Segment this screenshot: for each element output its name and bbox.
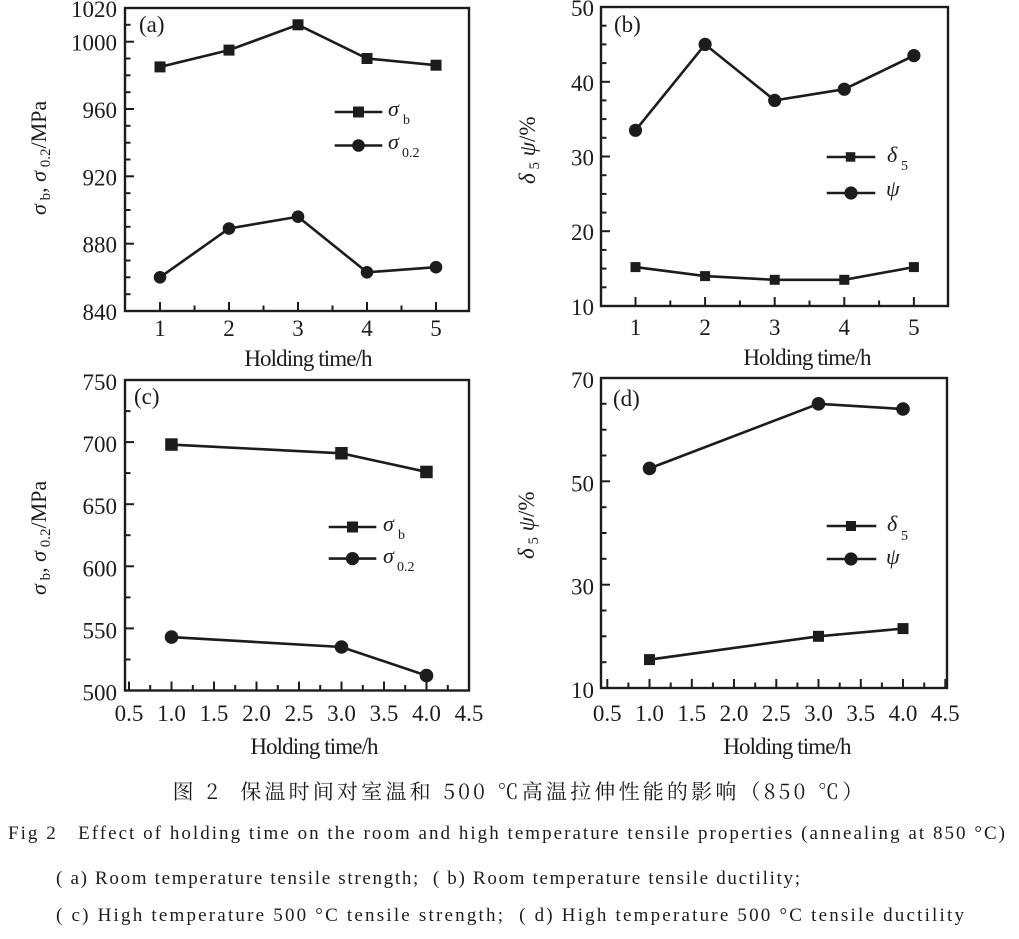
svg-text:3.5: 3.5	[846, 701, 875, 726]
svg-text:1: 1	[154, 316, 166, 341]
svg-text:700: 700	[83, 432, 118, 457]
svg-text:3.0: 3.0	[327, 701, 356, 726]
svg-text:50: 50	[571, 471, 594, 496]
svg-text:750: 750	[83, 370, 118, 395]
svg-text:2.5: 2.5	[762, 701, 791, 726]
svg-text:2: 2	[223, 316, 235, 341]
svg-text:σ: σ	[388, 129, 400, 154]
svg-text:σ b, σ 0.2/MPa: σ b, σ 0.2/MPa	[26, 481, 54, 595]
svg-text:550: 550	[83, 618, 118, 643]
svg-text:1.5: 1.5	[200, 701, 229, 726]
svg-text:(d): (d)	[613, 386, 640, 411]
svg-text:1.0: 1.0	[635, 701, 664, 726]
svg-text:2: 2	[699, 315, 711, 340]
svg-text:4: 4	[839, 315, 851, 340]
svg-text:Holding time/h: Holding time/h	[723, 734, 852, 759]
svg-text:δ: δ	[887, 142, 898, 167]
svg-text:σ: σ	[383, 511, 395, 536]
svg-text:650: 650	[83, 494, 118, 519]
svg-text:b: b	[398, 528, 405, 543]
svg-text:0.5: 0.5	[115, 701, 144, 726]
svg-text:4.0: 4.0	[412, 701, 441, 726]
svg-text:(c): (c)	[134, 384, 160, 409]
svg-text:880: 880	[83, 233, 118, 258]
svg-text:( c) High temperature 500 °C t: ( c) High temperature 500 °C tensile str…	[56, 905, 965, 926]
svg-text:5: 5	[901, 159, 908, 174]
svg-text:3.5: 3.5	[370, 701, 399, 726]
svg-text:30: 30	[571, 575, 594, 600]
svg-text:b: b	[403, 113, 410, 128]
svg-text:920: 920	[83, 165, 118, 190]
svg-text:840: 840	[83, 300, 118, 325]
svg-text:ψ: ψ	[886, 176, 900, 201]
svg-text:1: 1	[630, 315, 642, 340]
svg-text:δ 5 ψ/%: δ 5 ψ/%	[515, 116, 543, 184]
svg-text:30: 30	[571, 146, 594, 171]
svg-text:3.0: 3.0	[804, 701, 833, 726]
svg-text:4.0: 4.0	[889, 701, 918, 726]
svg-text:2.0: 2.0	[720, 701, 749, 726]
svg-text:1000: 1000	[71, 31, 117, 56]
svg-text:0.5: 0.5	[593, 701, 622, 726]
svg-text:960: 960	[83, 98, 118, 123]
svg-text:0.2: 0.2	[402, 146, 420, 161]
svg-text:1.0: 1.0	[157, 701, 186, 726]
svg-text:Fig 2 Effect of holding time: Fig 2 Effect of holding time on the room…	[8, 823, 1005, 844]
svg-text:5: 5	[908, 315, 920, 340]
svg-text:(a): (a)	[139, 12, 165, 37]
svg-text:4: 4	[361, 316, 373, 341]
svg-text:Holding time/h: Holding time/h	[250, 734, 379, 759]
svg-text:σ: σ	[383, 543, 395, 568]
svg-text:1.5: 1.5	[677, 701, 706, 726]
svg-text:4.5: 4.5	[455, 701, 484, 726]
svg-text:2.5: 2.5	[285, 701, 314, 726]
svg-text:20: 20	[571, 220, 594, 245]
svg-text:σ: σ	[388, 96, 400, 121]
svg-text:δ 5 ψ/%: δ 5 ψ/%	[514, 491, 542, 559]
svg-text:2.0: 2.0	[242, 701, 271, 726]
svg-text:0.2: 0.2	[397, 560, 415, 575]
svg-text:3: 3	[292, 316, 304, 341]
svg-text:Holding time/h: Holding time/h	[743, 345, 872, 370]
svg-text:600: 600	[83, 556, 118, 581]
svg-text:50: 50	[571, 0, 594, 21]
svg-text:σ b, σ 0.2/MPa: σ b, σ 0.2/MPa	[26, 101, 54, 215]
svg-text:10: 10	[571, 678, 594, 703]
svg-text:δ: δ	[887, 511, 898, 536]
svg-text:5: 5	[901, 529, 908, 544]
svg-text:4.5: 4.5	[931, 701, 960, 726]
svg-text:5: 5	[430, 316, 442, 341]
svg-text:ψ: ψ	[886, 544, 900, 569]
svg-text:10: 10	[571, 295, 594, 320]
svg-text:3: 3	[769, 315, 781, 340]
svg-text:1020: 1020	[71, 0, 117, 22]
svg-text:Holding time/h: Holding time/h	[244, 346, 373, 371]
svg-text:70: 70	[571, 368, 594, 393]
svg-text:40: 40	[571, 71, 594, 96]
svg-text:(b): (b)	[614, 12, 641, 37]
svg-text:( a) Room temperature tensile: ( a) Room temperature tensile strength; …	[56, 868, 800, 889]
svg-text:500: 500	[83, 681, 118, 706]
